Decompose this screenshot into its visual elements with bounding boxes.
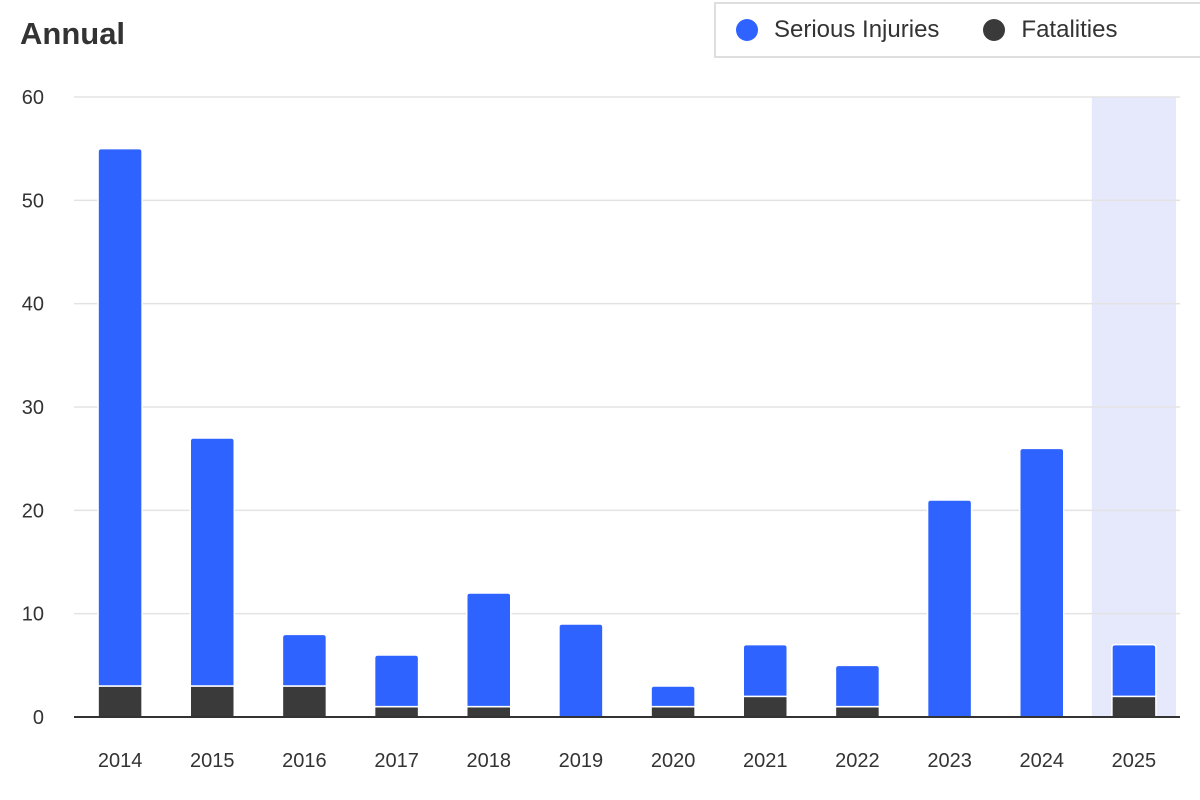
bar-serious-injuries-2022	[834, 664, 881, 708]
bar-serious-injuries-2014	[97, 147, 143, 687]
x-tick-label-2025: 2025	[1112, 750, 1157, 772]
x-tick-label-2023: 2023	[927, 750, 972, 772]
y-tick-label-0: 0	[33, 707, 44, 729]
legend-label-serious-injuries: Serious Injuries	[774, 16, 940, 43]
bar-serious-injuries-2017	[373, 654, 420, 708]
x-tick-label-2016: 2016	[282, 750, 327, 772]
bar-serious-injuries-2015	[189, 437, 235, 687]
bar-serious-injuries-2019	[558, 623, 604, 718]
bar-fatalities-2017	[373, 705, 420, 718]
legend-swatch-fatalities	[983, 19, 1006, 41]
x-tick-label-2014: 2014	[98, 750, 143, 772]
legend-label-fatalities: Fatalities	[1021, 16, 1118, 43]
chart-title: Annual	[20, 16, 126, 51]
bar-serious-injuries-2018	[466, 592, 512, 708]
x-tick-label-2019: 2019	[559, 750, 604, 772]
y-tick-label-50: 50	[22, 190, 44, 212]
legend-item-fatalities[interactable]: Fatalities	[983, 16, 1117, 44]
x-tick-label-2017: 2017	[374, 750, 419, 772]
legend-item-serious-injuries[interactable]: Serious Injuries	[736, 16, 939, 44]
bar-serious-injuries-2016	[281, 633, 328, 687]
bar-serious-injuries-2025	[1111, 643, 1157, 698]
x-tick-label-2024: 2024	[1020, 750, 1065, 772]
legend-swatch-serious-injuries	[736, 19, 758, 41]
x-tick-label-2021: 2021	[743, 750, 788, 772]
bar-fatalities-2025	[1111, 695, 1157, 718]
chart-legend: Serious Injuries Fatalities	[714, 2, 1200, 58]
bar-fatalities-2018	[466, 705, 512, 718]
y-tick-label-10: 10	[22, 604, 44, 626]
x-tick-label-2018: 2018	[467, 750, 512, 772]
x-tick-label-2020: 2020	[651, 750, 696, 772]
y-tick-label-30: 30	[22, 397, 44, 419]
bar-fatalities-2016	[281, 685, 328, 718]
x-tick-label-2022: 2022	[835, 750, 880, 772]
y-tick-label-20: 20	[22, 500, 44, 522]
y-tick-label-60: 60	[22, 87, 44, 109]
bar-fatalities-2021	[742, 695, 788, 718]
bar-serious-injuries-2020	[650, 685, 696, 708]
bar-fatalities-2022	[834, 705, 881, 718]
bar-fatalities-2014	[97, 685, 143, 718]
y-tick-label-40: 40	[22, 294, 44, 316]
bar-serious-injuries-2021	[742, 643, 788, 698]
bar-serious-injuries-2023	[926, 499, 973, 718]
x-tick-label-2015: 2015	[190, 750, 235, 772]
bar-fatalities-2015	[189, 685, 235, 718]
bar-fatalities-2020	[650, 705, 696, 718]
bar-serious-injuries-2024	[1019, 447, 1065, 718]
